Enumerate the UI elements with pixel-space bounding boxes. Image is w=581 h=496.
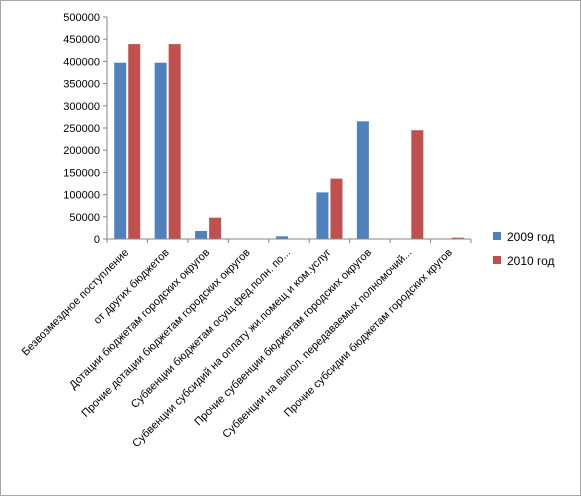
bar-2009-5 xyxy=(316,192,329,239)
y-tick-label: 350000 xyxy=(63,79,100,91)
y-tick-label: 300000 xyxy=(63,101,100,113)
x-category-label: от других бюджетов xyxy=(92,247,172,327)
y-tick-label: 500000 xyxy=(63,12,100,24)
y-tick-label: 50000 xyxy=(69,212,100,224)
legend-swatch-2010 xyxy=(493,256,501,264)
y-tick-label: 0 xyxy=(94,234,100,246)
legend-label-2010: 2010 год xyxy=(507,254,555,268)
bar-2010-7 xyxy=(411,130,424,239)
y-tick-label: 200000 xyxy=(63,145,100,157)
bar-2009-6 xyxy=(356,121,369,239)
bar-2010-8 xyxy=(451,237,464,239)
bar-2009-0 xyxy=(114,62,127,240)
legend-label-2009: 2009 год xyxy=(507,230,555,244)
y-axis-tick-labels: 0 50000 100000 150000 200000 250000 300000 3500… xyxy=(63,12,100,246)
x-category-label: Дотации бюджетам городских округов xyxy=(67,247,212,392)
y-tick-label: 450000 xyxy=(63,34,100,46)
y-tick-label: 100000 xyxy=(63,190,100,202)
bar-2009-4 xyxy=(276,236,288,239)
legend-swatch-2009 xyxy=(493,232,501,240)
bar-2010-0 xyxy=(128,44,141,239)
plot-area xyxy=(103,16,472,243)
bar-2009-2 xyxy=(195,231,208,239)
bar-2010-5 xyxy=(330,178,343,239)
y-tick-label: 400000 xyxy=(63,56,100,68)
bar-2009-1 xyxy=(154,62,167,240)
legend: 2009 год 2010 год xyxy=(493,230,555,268)
bar-2010-2 xyxy=(209,217,222,239)
bar-2010-1 xyxy=(168,44,181,239)
y-tick-label: 250000 xyxy=(63,123,100,135)
y-tick-label: 150000 xyxy=(63,167,100,179)
x-category-label: Субвенции на выпол. передаваемых полномо… xyxy=(220,247,414,441)
